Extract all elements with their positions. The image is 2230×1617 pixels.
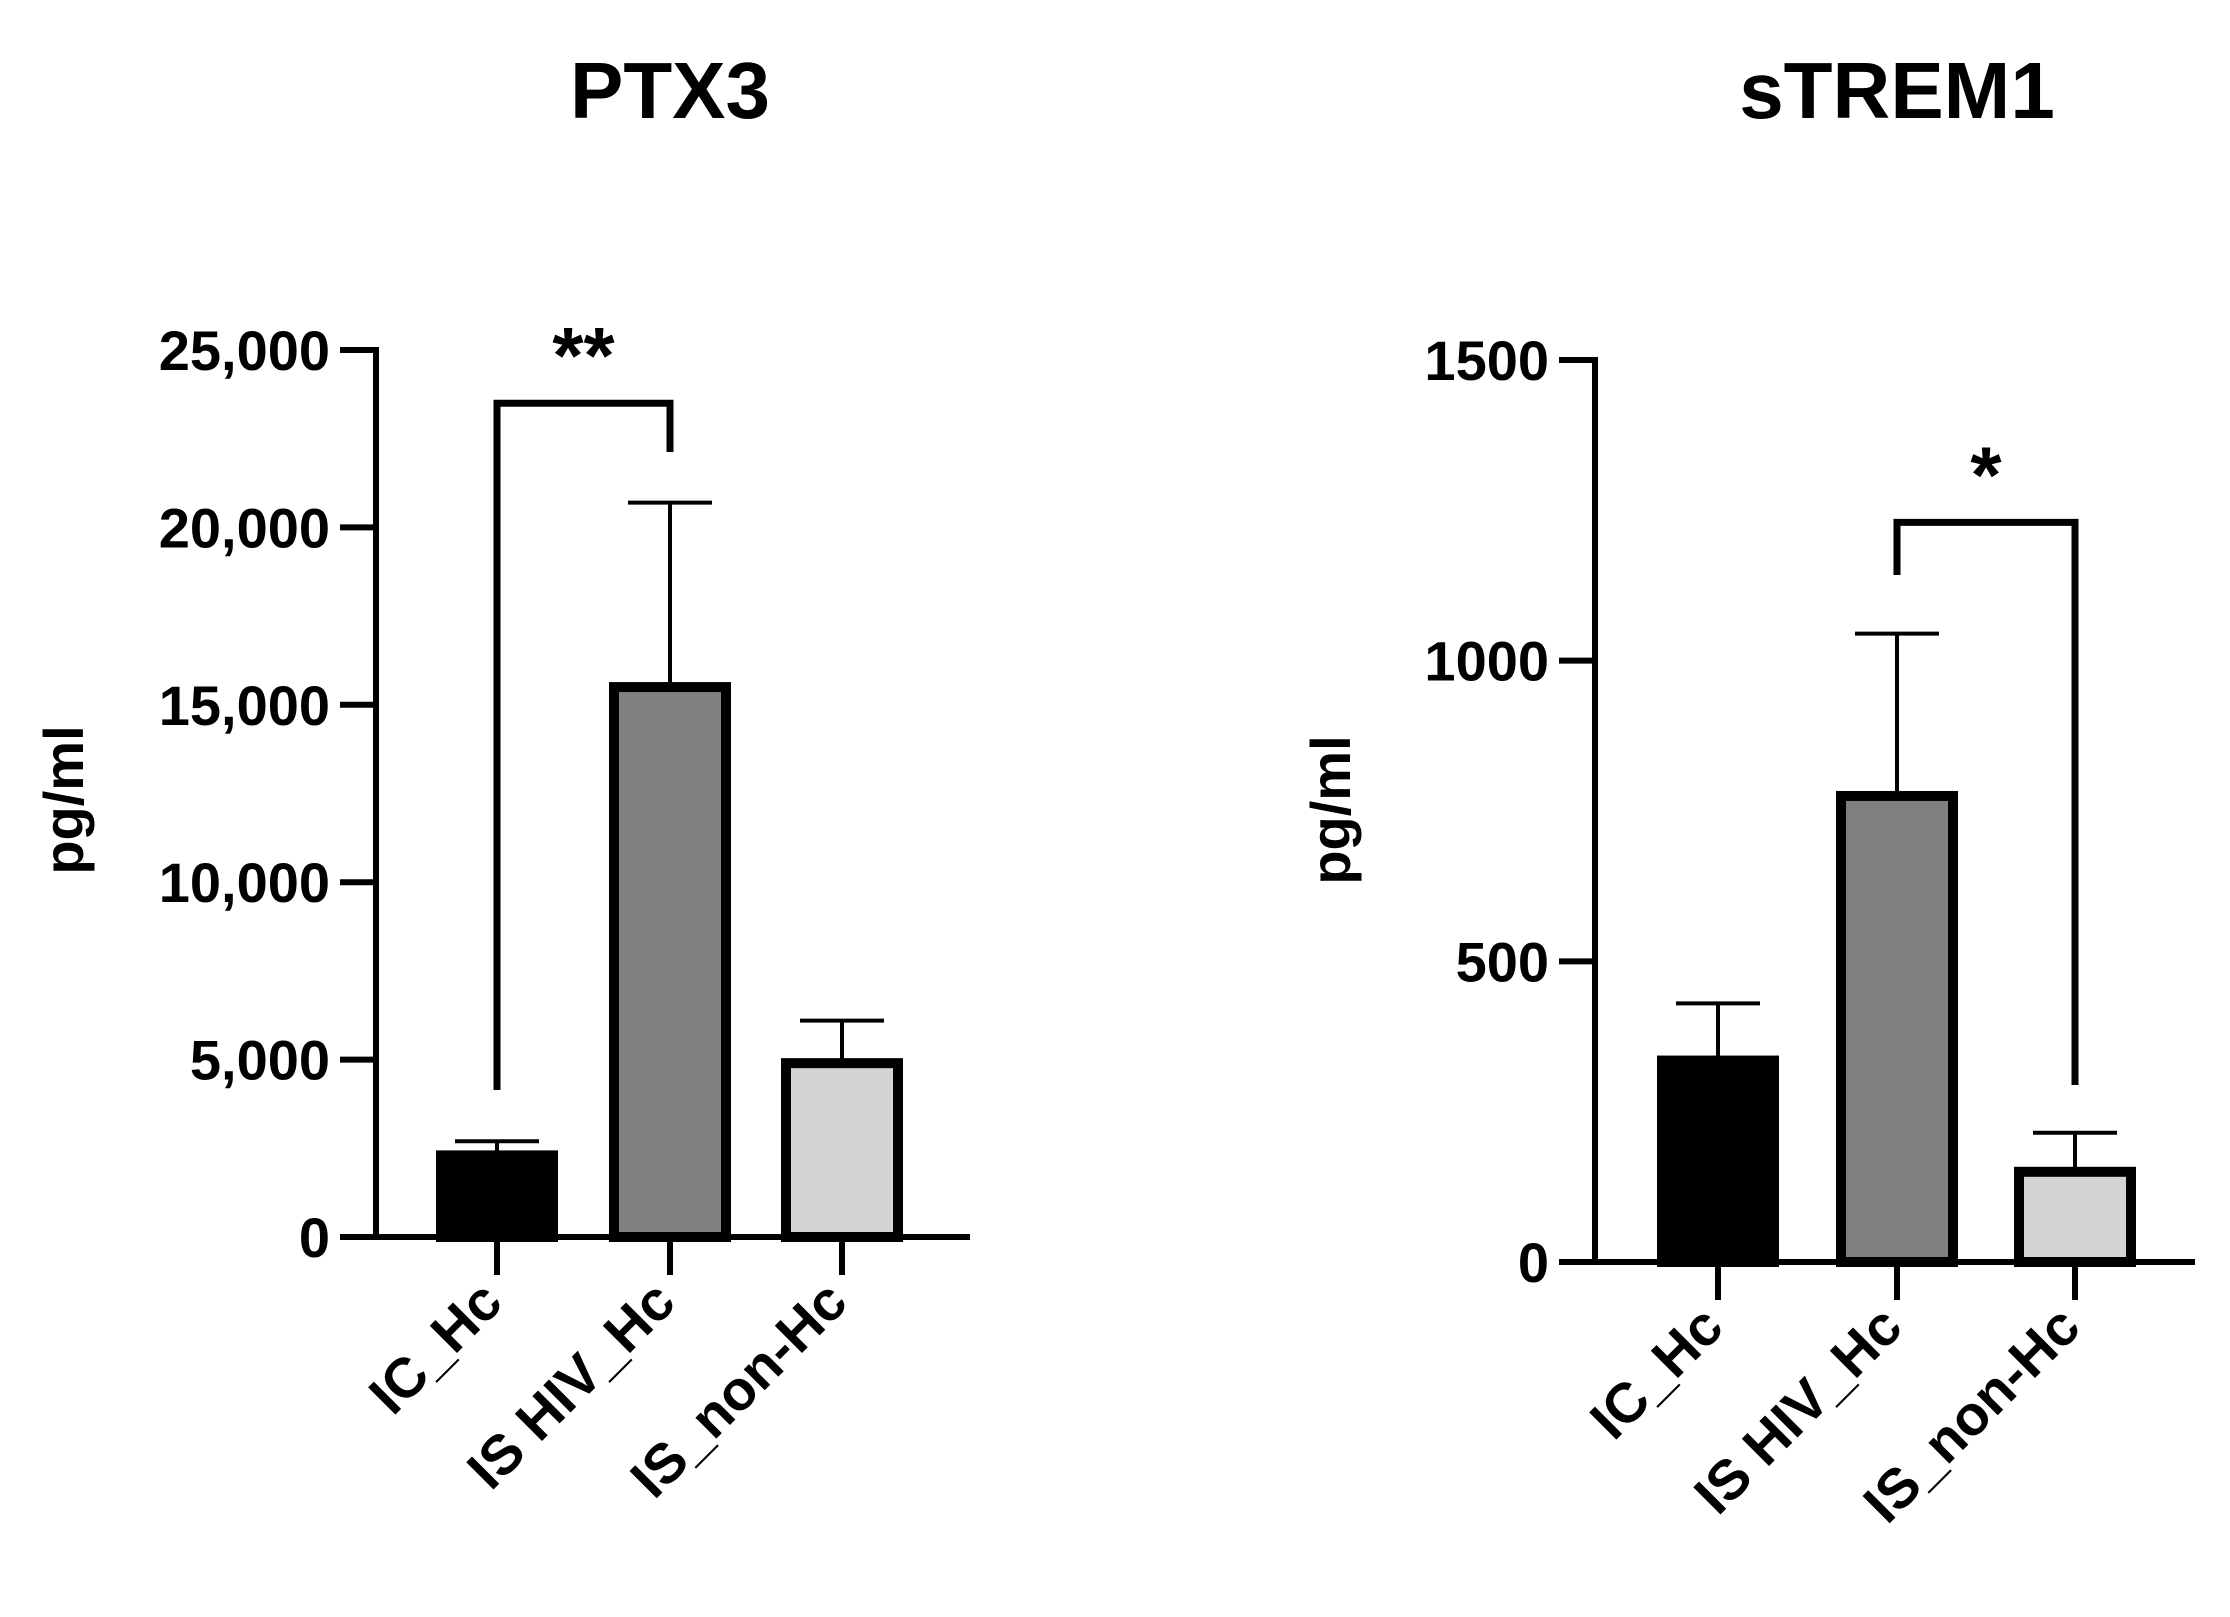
bar	[781, 1058, 903, 1242]
y-tick-label: 0	[1518, 1231, 1549, 1294]
bar	[609, 682, 731, 1242]
y-tick-label: 15,000	[159, 674, 330, 737]
chart-title: sTREM1	[1739, 46, 2055, 135]
significance-bracket	[493, 399, 674, 1090]
y-tick-label: 5,000	[190, 1029, 330, 1092]
bar	[1657, 1055, 1779, 1268]
y-tick-label: 1000	[1424, 630, 1549, 693]
y-tick-label: 25,000	[159, 319, 330, 382]
y-tick-label: 0	[299, 1206, 330, 1269]
significance-label: *	[1970, 430, 2002, 519]
significance-label: **	[552, 311, 615, 400]
bar	[2014, 1166, 2136, 1268]
bar	[1836, 790, 1958, 1267]
bar	[436, 1150, 558, 1242]
significance-bracket	[1893, 518, 2079, 1085]
y-tick-label: 500	[1456, 930, 1549, 993]
x-tick-label: IC_Hc	[357, 1269, 514, 1426]
y-tick-label: 20,000	[159, 496, 330, 559]
x-tick-label: IC_Hc	[1578, 1294, 1735, 1451]
y-axis-label: pg/ml	[1299, 735, 1362, 884]
y-tick-label: 10,000	[159, 851, 330, 914]
y-axis-label: pg/ml	[32, 725, 95, 874]
y-tick-label: 1500	[1424, 329, 1549, 392]
chart-title: PTX3	[570, 46, 770, 135]
